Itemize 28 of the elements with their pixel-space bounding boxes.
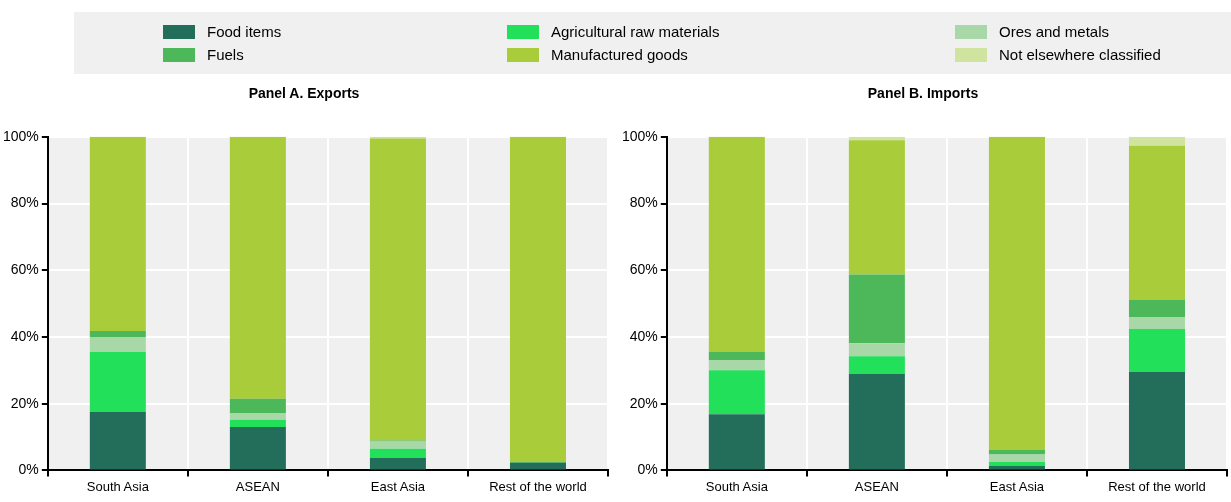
y-tick-label: 0%	[637, 461, 658, 478]
y-tick-label: 0%	[18, 461, 39, 478]
y-tick-label: 80%	[10, 194, 39, 211]
y-tick-label: 20%	[10, 394, 39, 411]
x-tick-label: Rest of the world	[489, 478, 587, 494]
x-tick-label: Rest of the world	[1108, 478, 1206, 494]
y-tick-label: 100%	[2, 127, 39, 144]
y-tick-label: 20%	[629, 394, 658, 411]
x-tick-label: South Asia	[86, 478, 150, 494]
legend-label: Ores and metals	[999, 23, 1110, 40]
x-tick-label: ASEAN	[854, 478, 899, 494]
y-tick-label: 60%	[629, 261, 658, 278]
x-tick-label: East Asia	[989, 478, 1045, 494]
legend-label: Food items	[207, 23, 282, 40]
x-tick-label: East Asia	[370, 478, 426, 494]
y-tick-label: 40%	[10, 327, 39, 344]
legend-label: Fuels	[207, 46, 244, 63]
chart-title: Panel A. Exports	[248, 85, 360, 102]
x-tick-label: South Asia	[705, 478, 769, 494]
y-tick-label: 60%	[10, 261, 39, 278]
legend-label: Agricultural raw materials	[551, 23, 720, 40]
y-tick-label: 80%	[629, 194, 658, 211]
x-tick-label: ASEAN	[235, 478, 280, 494]
y-tick-label: 40%	[629, 327, 658, 344]
legend-label: Not elsewhere classified	[999, 46, 1161, 63]
chart-title: Panel B. Imports	[867, 85, 979, 102]
y-tick-label: 100%	[621, 127, 658, 144]
legend-label: Manufactured goods	[551, 46, 688, 63]
